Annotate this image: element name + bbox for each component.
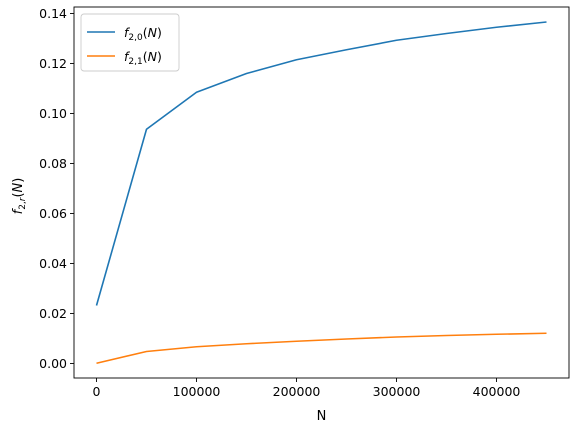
series-line-0 [95, 21, 547, 306]
series-line-1 [96, 332, 547, 365]
y-tick-label: 0.00 [39, 356, 67, 371]
legend: f2,0(N) f2,1(N) [80, 13, 180, 72]
x-tick-label: 200000 [273, 384, 321, 399]
x-tick-label: 300000 [373, 384, 421, 399]
y-tick-label: 0.06 [39, 206, 67, 221]
x-axis-label: N [317, 409, 327, 424]
y-tick-label: 0.02 [39, 306, 67, 321]
x-tick-label: 400000 [473, 384, 521, 399]
x-tick-label: 0 [93, 384, 101, 399]
y-tick-label: 0.04 [39, 256, 67, 271]
series-layer [95, 21, 547, 365]
plot-frame [73, 6, 570, 379]
y-axis-label: f2,r(N) [11, 178, 28, 215]
x-tick-label: 100000 [173, 384, 221, 399]
x-axis: 0 100000 200000 300000 400000 [93, 378, 521, 399]
y-tick-label: 0.10 [39, 106, 67, 121]
legend-label-f21: f2,1(N) [124, 49, 162, 67]
y-tick-label: 0.08 [39, 156, 67, 171]
y-tick-label: 0.14 [39, 6, 67, 21]
y-axis: 0.00 0.02 0.04 0.06 0.08 0.10 0.12 0.14 [39, 6, 74, 371]
y-tick-label: 0.12 [39, 56, 67, 71]
legend-label-f20: f2,0(N) [124, 25, 162, 43]
